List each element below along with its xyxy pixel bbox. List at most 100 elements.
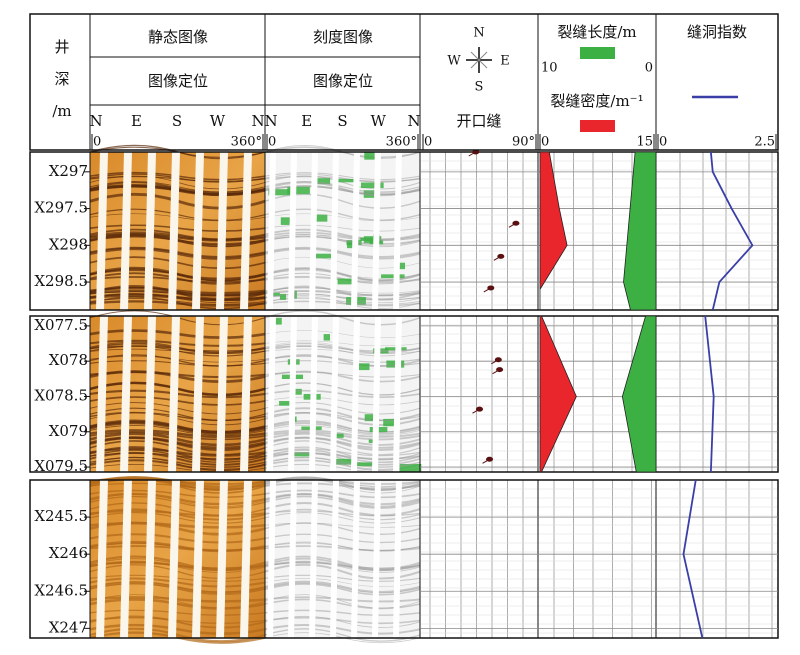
image-texture [264,310,421,326]
depth-tick-label: X246.5 [34,581,88,599]
tadpole [497,253,505,259]
image-texture [89,447,266,457]
image-gap [267,152,276,310]
image-gap [144,316,156,472]
image-texture [89,574,266,582]
image-texture [295,388,302,395]
image-texture [381,274,405,279]
image-texture [89,609,266,616]
image-gap [288,152,297,310]
compass-label: W [447,54,461,69]
image-texture [272,317,282,325]
image-texture [347,241,354,249]
track-subtitle: 图像定位 [148,72,208,90]
image-texture [280,217,292,225]
depth-tick-label: X298.5 [34,272,88,290]
image-texture [294,452,311,457]
tadpole [496,367,504,373]
image-gap [240,480,252,638]
image-gap [168,316,180,472]
azimuth-label: W [371,112,387,130]
mark-layer [468,47,754,639]
image-texture [323,334,331,341]
legend-label: 裂缝密度/m⁻¹ [550,92,643,110]
depth-tick-label: X078 [49,351,88,369]
image-gap [372,152,381,310]
azimuth-label: N [407,112,420,130]
scale-label: 15 [636,135,653,150]
image-texture [89,228,266,241]
scale-label: 0 [541,135,549,150]
tadpole [512,220,520,226]
image-texture [89,429,266,439]
image-texture [89,293,266,304]
image-gap [144,152,156,310]
image-texture [269,292,280,297]
image-texture [89,396,266,406]
header-text: 井 深 /m 静态图像 图像定位 刻度图像 图像定位 N W E S 开口缝 裂… [34,23,775,636]
image-gap [309,480,318,638]
image-gap [393,316,402,472]
image-gap [288,480,297,638]
image-gap [240,152,252,310]
image-texture [89,440,266,456]
image-texture [89,627,266,643]
image-gap [351,152,360,310]
image-texture [364,152,375,160]
image-texture [89,276,266,284]
image-texture [89,425,266,436]
image-texture [337,278,353,285]
section-border [29,151,779,311]
image-texture [89,298,266,305]
image-texture [361,182,384,189]
depth-tick-label: X298 [49,235,88,253]
image-texture [89,272,266,285]
image-gap [372,316,381,472]
image-gap [120,152,132,310]
image-gap [120,316,132,472]
image-texture [89,446,266,461]
image-gap [96,316,108,472]
image-gap [96,152,108,310]
image-gap [240,316,252,472]
image-texture [335,178,360,183]
image-texture [89,615,266,629]
image-texture [89,596,266,603]
image-gap [96,480,108,638]
image-texture [357,462,374,467]
frame [29,13,779,151]
compass-label: N [473,26,484,41]
image-texture [89,235,266,246]
image-texture [89,286,266,296]
image-gap [120,480,132,638]
image-gap [168,152,180,310]
image-texture [89,581,266,593]
legend-label: 缝洞指数 [687,23,747,41]
image-texture [89,562,266,569]
azimuth-label: S [172,112,182,130]
image-gap [309,316,318,472]
track-title: 静态图像 [148,28,208,46]
image-texture [364,414,379,422]
image-gap [192,480,204,638]
image-texture [89,623,266,635]
image-texture [89,598,266,610]
azimuth-label: N [264,112,277,130]
image-texture [89,247,266,260]
image-texture [89,583,266,596]
azimuth-label: E [131,112,142,130]
image-texture [279,400,292,406]
image-texture [89,233,266,242]
density-area [539,151,568,310]
image-texture [89,617,266,624]
image-texture [89,456,266,468]
image-texture [332,433,344,438]
image-gap [393,152,402,310]
tadpole [476,406,483,412]
depth-tick-label: X247 [49,618,88,636]
scale-label: 360° [386,135,417,150]
image-texture [314,214,328,222]
azimuth-label: N [89,112,102,130]
image-texture [89,581,266,595]
